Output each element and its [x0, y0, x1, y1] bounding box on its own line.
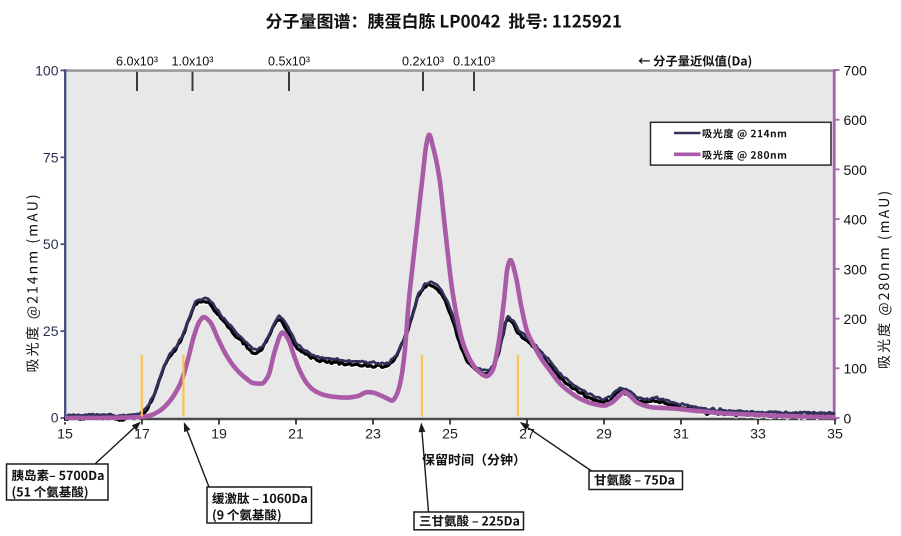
svg-text:6.0x10³: 6.0x10³ — [116, 55, 158, 69]
svg-text:1.0x10³: 1.0x10³ — [171, 55, 213, 69]
svg-text:100: 100 — [35, 63, 59, 79]
svg-text:0.5x10³: 0.5x10³ — [268, 55, 310, 69]
svg-text:17: 17 — [134, 427, 150, 443]
svg-text:31: 31 — [673, 427, 689, 443]
svg-text:25: 25 — [43, 323, 59, 339]
svg-text:700: 700 — [844, 62, 868, 78]
svg-text:500: 500 — [844, 162, 868, 178]
svg-text:0.2x10³: 0.2x10³ — [402, 55, 444, 69]
svg-text:21: 21 — [288, 427, 304, 443]
svg-text:75: 75 — [43, 150, 59, 166]
svg-text:33: 33 — [750, 427, 766, 443]
svg-text:25: 25 — [442, 427, 458, 443]
svg-text:27: 27 — [519, 427, 535, 443]
svg-text:400: 400 — [844, 212, 868, 228]
svg-text:19: 19 — [211, 427, 227, 443]
svg-text:0: 0 — [844, 410, 852, 426]
svg-text:15: 15 — [57, 427, 73, 443]
svg-text:0.1x10³: 0.1x10³ — [453, 55, 495, 69]
svg-text:300: 300 — [844, 261, 868, 277]
svg-text:200: 200 — [844, 311, 868, 327]
svg-text:600: 600 — [844, 112, 868, 128]
svg-text:0: 0 — [51, 410, 59, 426]
svg-text:23: 23 — [365, 427, 381, 443]
svg-text:50: 50 — [43, 236, 59, 252]
svg-text:100: 100 — [844, 361, 868, 377]
svg-text:29: 29 — [596, 427, 612, 443]
svg-text:35: 35 — [827, 427, 843, 443]
